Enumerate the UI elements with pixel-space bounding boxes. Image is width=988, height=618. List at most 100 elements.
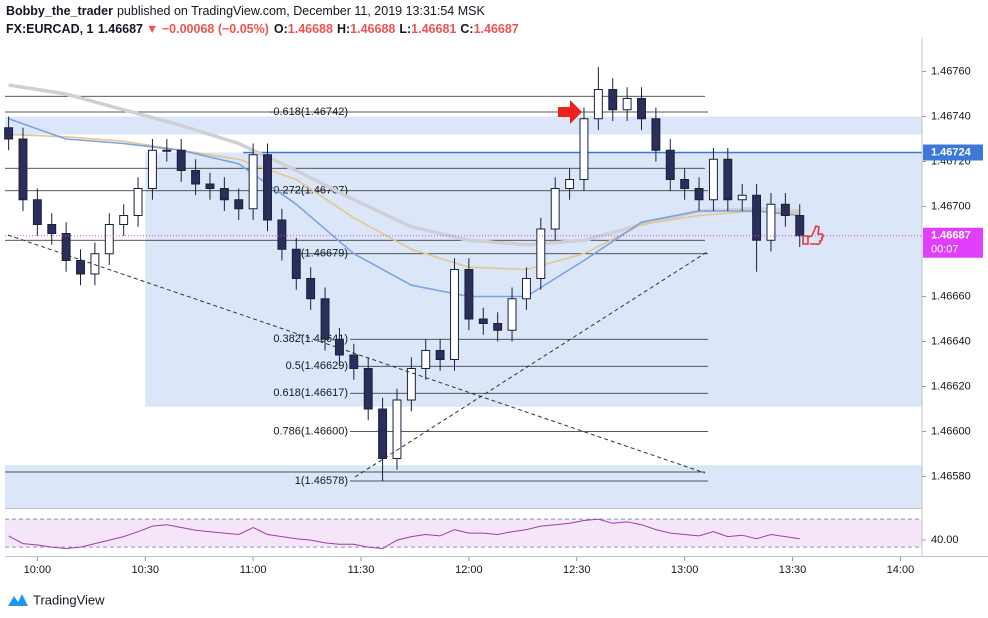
moving-average bbox=[8, 133, 800, 271]
candle-body bbox=[320, 298, 330, 340]
candle-body bbox=[18, 138, 28, 201]
x-tick-label: 10:00 bbox=[24, 564, 52, 576]
candle-body bbox=[90, 253, 100, 275]
zone bbox=[5, 116, 922, 135]
last-price-label: 1.46687 bbox=[931, 230, 971, 242]
candle-body bbox=[76, 260, 85, 275]
candle-body bbox=[147, 149, 157, 189]
published: published on TradingView.com, December 1… bbox=[117, 4, 485, 18]
candle-body bbox=[32, 199, 42, 225]
candle-body bbox=[708, 158, 718, 201]
author: Bobby_the_trader bbox=[6, 4, 113, 18]
candle-body bbox=[119, 215, 129, 225]
candle-body bbox=[665, 149, 675, 180]
fib-label: 0(1.46679) bbox=[295, 248, 348, 260]
change: ▼ −0.00068 (−0.05%) bbox=[146, 22, 269, 36]
candle-body bbox=[766, 203, 776, 241]
y-tick-label: 1.46700 bbox=[931, 200, 971, 212]
candle-body bbox=[464, 269, 474, 320]
candle-body bbox=[608, 89, 618, 111]
moving-average bbox=[8, 118, 800, 298]
candle-body bbox=[507, 298, 517, 331]
y-tick-label: 1.46760 bbox=[931, 65, 971, 77]
candle-body bbox=[723, 158, 733, 201]
candle-body bbox=[752, 194, 762, 241]
candle-body bbox=[651, 118, 661, 151]
candle-body bbox=[234, 199, 244, 210]
y-tick-label: 1.46660 bbox=[931, 290, 971, 302]
symbol: FX:EURCAD, 1 bbox=[6, 22, 94, 36]
candle-body bbox=[162, 149, 172, 152]
candle-body bbox=[248, 154, 258, 210]
candle-body bbox=[737, 194, 747, 201]
candle-body bbox=[392, 399, 402, 459]
candle-body bbox=[363, 368, 373, 410]
last-price-bg bbox=[923, 227, 983, 258]
alert-label-bg bbox=[923, 144, 983, 161]
candle-body bbox=[536, 228, 546, 279]
candle-body bbox=[622, 98, 632, 111]
zone bbox=[145, 152, 922, 407]
trendline bbox=[7, 234, 706, 474]
alert-label: 1.46724 bbox=[931, 146, 972, 158]
rsi-line bbox=[8, 518, 800, 550]
plot: 1.46580 1.46600 1.46620 1.46640 1.46660 1.466… bbox=[4, 65, 983, 576]
candle-body bbox=[421, 350, 431, 369]
l-key: L: bbox=[399, 22, 411, 36]
y-tick-label: 1.46640 bbox=[931, 335, 971, 347]
l-val: 1.46681 bbox=[411, 22, 456, 36]
c-key: C: bbox=[460, 22, 473, 36]
header-line2: FX:EURCAD, 1 1.46687 ▼ −0.00068 (−0.05%) O:… bbox=[6, 22, 519, 36]
y-tick-label: 1.46580 bbox=[931, 470, 971, 482]
candle-body bbox=[4, 127, 14, 140]
fib-label: 0.5(1.46629) bbox=[286, 360, 348, 372]
last: 1.46687 bbox=[98, 22, 143, 36]
c-val: 1.46687 bbox=[474, 22, 519, 36]
candle-body bbox=[378, 408, 388, 459]
fib-label: -0.618(1.46742) bbox=[270, 106, 348, 118]
candle-body bbox=[306, 278, 316, 300]
x-tick-label: 13:00 bbox=[671, 564, 699, 576]
candle-body bbox=[521, 278, 531, 300]
rsi-tick-label: 40.00 bbox=[931, 534, 959, 546]
candle-body bbox=[176, 149, 186, 171]
y-tick-label: 1.46600 bbox=[931, 425, 971, 437]
candle-body bbox=[450, 269, 459, 360]
candle-body bbox=[349, 354, 359, 369]
candle-body bbox=[550, 188, 560, 230]
header-line1: Bobby_the_trader published on TradingView… bbox=[6, 4, 485, 18]
fib-label: 0.618(1.46617) bbox=[273, 387, 348, 399]
fib-label: 0.786(1.46600) bbox=[273, 425, 348, 437]
brand: TradingView bbox=[33, 592, 105, 607]
fib-label: 1(1.46578) bbox=[295, 475, 348, 487]
candle-body bbox=[219, 188, 229, 201]
candle-body bbox=[478, 318, 488, 324]
o-val: 1.46688 bbox=[288, 22, 333, 36]
candle-body bbox=[277, 219, 287, 250]
candle-body bbox=[47, 224, 57, 234]
x-tick-label: 12:30 bbox=[563, 564, 591, 576]
x-tick-label: 13:30 bbox=[779, 564, 807, 576]
o-key: O: bbox=[274, 22, 288, 36]
candle-body bbox=[795, 215, 805, 237]
candle-body bbox=[133, 188, 143, 216]
candle-body bbox=[565, 179, 575, 189]
candle-body bbox=[435, 350, 445, 360]
h-val: 1.46688 bbox=[350, 22, 395, 36]
x-tick-label: 10:30 bbox=[131, 564, 159, 576]
candle-body bbox=[593, 89, 603, 120]
candle-body bbox=[104, 224, 114, 255]
candle-body bbox=[406, 368, 416, 401]
candle-body bbox=[493, 323, 503, 331]
candle-body bbox=[579, 118, 589, 180]
candle-body bbox=[61, 233, 71, 261]
candle-body bbox=[263, 154, 272, 221]
candle-body bbox=[334, 338, 344, 356]
logo bbox=[8, 594, 28, 606]
candle-body bbox=[780, 203, 790, 216]
x-tick-label: 11:00 bbox=[240, 564, 267, 576]
candle-body bbox=[191, 170, 201, 185]
y-tick-label: 1.46740 bbox=[931, 110, 971, 122]
x-tick-label: 11:30 bbox=[348, 564, 375, 576]
